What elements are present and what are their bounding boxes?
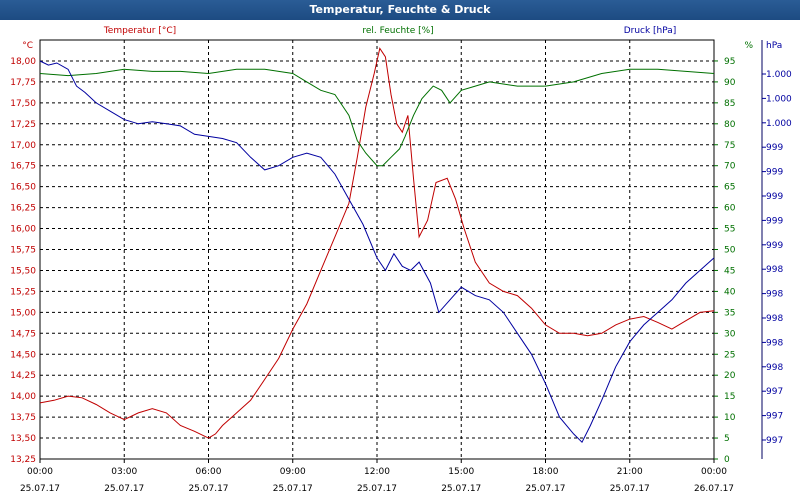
- x-tick-date: 25.07.17: [104, 484, 144, 494]
- temperature-tick-label: 17,00: [10, 141, 36, 151]
- humidity-tick-label: 90: [724, 78, 736, 88]
- x-tick-date: 25.07.17: [273, 484, 313, 494]
- humidity-tick-label: 10: [724, 413, 736, 423]
- pressure-tick-label: 1.000: [766, 70, 792, 80]
- x-tick-date: 25.07.17: [525, 484, 565, 494]
- pressure-axis-title: Druck [hPa]: [624, 26, 677, 36]
- x-tick-date: 25.07.17: [357, 484, 397, 494]
- humidity-tick-label: 70: [724, 162, 736, 172]
- x-tick-date: 25.07.17: [610, 484, 650, 494]
- pressure-tick-label: 1.000: [766, 94, 792, 104]
- humidity-tick-label: 0: [724, 455, 730, 465]
- humidity-tick-label: 65: [724, 183, 735, 193]
- pressure-tick-label: 998: [766, 265, 783, 275]
- temperature-tick-label: 14,50: [10, 350, 36, 360]
- x-tick-time: 15:00: [448, 467, 474, 477]
- humidity-tick-label: 80: [724, 120, 736, 130]
- temperature-tick-label: 13,50: [10, 434, 36, 444]
- chart-title: Temperatur, Feuchte & Druck: [0, 0, 800, 20]
- pressure-tick-label: 998: [766, 363, 783, 373]
- x-tick-time: 03:00: [111, 467, 137, 477]
- humidity-tick-label: 45: [724, 266, 735, 276]
- humidity-tick-label: 25: [724, 350, 735, 360]
- x-tick-date: 25.07.17: [20, 484, 60, 494]
- pressure-tick-label: 997: [766, 387, 783, 397]
- x-tick-time: 12:00: [364, 467, 390, 477]
- temperature-tick-label: 13,25: [10, 455, 36, 465]
- series-line-humidity: [39, 68, 715, 167]
- temperature-tick-label: 15,25: [10, 287, 36, 297]
- x-tick-date: 26.07.17: [694, 484, 734, 494]
- pressure-tick-label: 998: [766, 290, 783, 300]
- pressure-tick-label: 1.000: [766, 119, 792, 129]
- temperature-tick-label: 16,50: [10, 183, 36, 193]
- pressure-tick-label: 999: [766, 143, 783, 153]
- x-tick-time: 09:00: [280, 467, 306, 477]
- humidity-tick-label: 5: [724, 434, 730, 444]
- humidity-tick-label: 75: [724, 141, 735, 151]
- humidity-unit-label: %: [744, 41, 753, 51]
- temperature-tick-label: 14,25: [10, 371, 36, 381]
- humidity-tick-label: 50: [724, 246, 736, 256]
- x-tick-time: 06:00: [196, 467, 222, 477]
- pressure-tick-label: 997: [766, 436, 783, 446]
- pressure-tick-label: 998: [766, 314, 783, 324]
- humidity-tick-label: 35: [724, 308, 735, 318]
- temperature-tick-label: 16,75: [10, 162, 36, 172]
- pressure-tick-label: 997: [766, 412, 783, 422]
- temperature-tick-label: 15,00: [10, 308, 36, 318]
- series-line-temperature: [39, 47, 715, 439]
- temperature-tick-label: 13,75: [10, 413, 36, 423]
- pressure-tick-label: 999: [766, 241, 783, 251]
- temperature-tick-label: 14,75: [10, 329, 36, 339]
- humidity-tick-label: 40: [724, 287, 736, 297]
- x-tick-time: 00:00: [701, 467, 727, 477]
- pressure-tick-label: 999: [766, 192, 783, 202]
- temperature-tick-label: 16,00: [10, 225, 36, 235]
- x-tick-time: 00:00: [27, 467, 53, 477]
- x-tick-time: 18:00: [533, 467, 559, 477]
- temperature-tick-label: 16,25: [10, 204, 36, 214]
- humidity-tick-label: 20: [724, 371, 736, 381]
- temperature-tick-label: 18,00: [10, 57, 36, 67]
- x-tick-date: 25.07.17: [188, 484, 228, 494]
- temperature-axis-title: Temperatur [°C]: [103, 26, 176, 36]
- temperature-axis: 18,00 17,75 17,50 17,25 17,00 16,75 16,50 16,25…: [10, 57, 36, 465]
- series-layer: [39, 47, 715, 444]
- temperature-tick-label: 17,50: [10, 99, 36, 109]
- pressure-tick-label: 999: [766, 216, 783, 226]
- humidity-axis-title: rel. Feuchte [%]: [362, 26, 433, 36]
- humidity-tick-label: 95: [724, 57, 735, 67]
- pressure-unit-label: hPa: [766, 41, 782, 51]
- series-line-pressure: [39, 60, 715, 444]
- time-axis: 00:00 25.07.17 03:00 25.07.17 06:00 25.07.17 0…: [20, 459, 734, 494]
- pressure-tick-label: 998: [766, 338, 783, 348]
- temperature-tick-label: 15,50: [10, 266, 36, 276]
- humidity-tick-label: 85: [724, 99, 735, 109]
- temperature-tick-label: 17,25: [10, 120, 36, 130]
- temperature-tick-label: 15,75: [10, 246, 36, 256]
- x-tick-time: 21:00: [617, 467, 643, 477]
- humidity-tick-label: 60: [724, 204, 736, 214]
- humidity-tick-label: 15: [724, 392, 735, 402]
- temperature-unit-label: °C: [22, 41, 33, 51]
- pressure-axis: 1.000 1.000 1.000 999 999 999 999 999 998 998 998 9…: [762, 70, 792, 446]
- pressure-tick-label: 999: [766, 168, 783, 178]
- temperature-tick-label: 17,75: [10, 78, 36, 88]
- humidity-tick-label: 30: [724, 329, 736, 339]
- humidity-tick-label: 55: [724, 225, 735, 235]
- temperature-tick-label: 14,00: [10, 392, 36, 402]
- x-tick-date: 25.07.17: [441, 484, 481, 494]
